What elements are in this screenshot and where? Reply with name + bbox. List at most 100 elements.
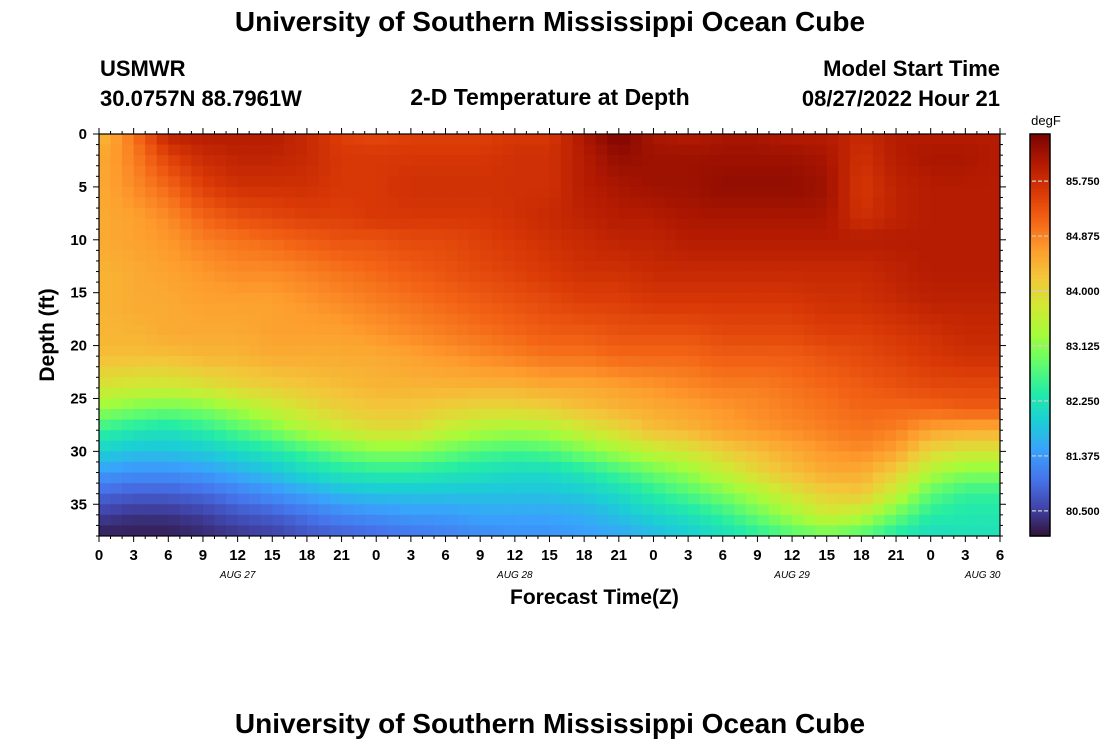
heatmap-cell: [364, 208, 377, 220]
heatmap-cell: [711, 377, 724, 389]
heatmap-cell: [549, 313, 562, 326]
heatmap-cell: [503, 335, 516, 347]
heatmap-cell: [318, 440, 331, 452]
heatmap-cell: [133, 335, 146, 347]
heatmap-cell: [584, 165, 597, 177]
heatmap-cell: [99, 387, 112, 400]
heatmap-cell: [942, 186, 955, 199]
heatmap-cell: [965, 483, 978, 495]
heatmap-cell: [353, 356, 366, 368]
heatmap-cell: [630, 186, 643, 199]
heatmap-cell: [618, 218, 631, 230]
heatmap-cell: [965, 229, 978, 241]
heatmap-cell: [572, 335, 585, 347]
heatmap-cell: [283, 345, 296, 357]
heatmap-cell: [745, 504, 759, 516]
heatmap-cell: [653, 409, 666, 421]
heatmap-cell: [457, 313, 470, 326]
heatmap-cell: [907, 197, 920, 209]
heatmap-cell: [283, 356, 296, 368]
heatmap-cell: [688, 461, 701, 474]
heatmap-cell: [919, 292, 932, 304]
heatmap-cell: [861, 356, 874, 368]
heatmap-cell: [988, 144, 1000, 156]
colorbar-band: [1030, 164, 1050, 168]
heatmap-cell: [676, 419, 689, 431]
heatmap-cell: [653, 144, 666, 156]
heatmap-cell: [711, 197, 724, 209]
heatmap-cell: [330, 377, 343, 389]
colorbar-band: [1030, 407, 1050, 411]
heatmap-cell: [168, 472, 181, 484]
heatmap-cell: [757, 155, 770, 167]
heatmap-cell: [480, 260, 493, 273]
heatmap-cell: [618, 282, 631, 294]
heatmap-cell: [896, 419, 909, 431]
heatmap-cell: [353, 303, 366, 315]
heatmap-cell: [641, 176, 655, 188]
heatmap-cell: [699, 472, 712, 484]
heatmap-cell: [930, 134, 943, 146]
heatmap-cell: [537, 398, 551, 410]
heatmap-cell: [676, 430, 689, 442]
heatmap-cell: [283, 303, 296, 315]
heatmap-cell: [815, 345, 828, 357]
heatmap-cell: [815, 387, 828, 400]
heatmap-cell: [168, 134, 181, 146]
heatmap-cell: [745, 282, 759, 294]
x-date-label: AUG 29: [773, 570, 810, 581]
heatmap-cell: [561, 377, 574, 389]
heatmap-cell: [537, 409, 551, 421]
heatmap-cell: [688, 229, 701, 241]
heatmap-cell: [792, 483, 805, 495]
heatmap-cell: [988, 165, 1000, 177]
heatmap-cell: [757, 504, 770, 516]
heatmap-cell: [976, 409, 990, 421]
heatmap-cell: [884, 440, 897, 452]
heatmap-cell: [919, 504, 932, 516]
heatmap-cell: [445, 419, 458, 431]
heatmap-cell: [942, 451, 955, 463]
heatmap-cell: [433, 292, 447, 304]
heatmap-cell: [99, 176, 112, 188]
heatmap-cell: [99, 282, 112, 294]
heatmap-cell: [676, 345, 689, 357]
heatmap-cell: [549, 504, 562, 516]
heatmap-cell: [653, 250, 666, 262]
heatmap-cell: [711, 250, 724, 262]
heatmap-cell: [653, 218, 666, 230]
heatmap-cell: [537, 461, 551, 474]
heatmap-cell: [838, 303, 851, 315]
heatmap-cell: [318, 356, 331, 368]
heatmap-cell: [445, 218, 458, 230]
heatmap-cell: [734, 377, 747, 389]
heatmap-cell: [353, 525, 366, 536]
heatmap-cell: [99, 377, 112, 389]
heatmap-cell: [99, 229, 112, 241]
heatmap-cell: [815, 419, 828, 431]
heatmap-cell: [618, 514, 631, 527]
page-title: University of Southern Mississippi Ocean…: [234, 6, 866, 37]
heatmap-cell: [272, 504, 285, 516]
heatmap-cell: [861, 409, 874, 421]
heatmap-cell: [745, 440, 759, 452]
heatmap-cell: [330, 461, 343, 474]
heatmap-cell: [584, 440, 597, 452]
heatmap-cell: [896, 250, 909, 262]
heatmap-cell: [376, 176, 389, 188]
heatmap-cell: [168, 313, 181, 326]
heatmap-cell: [618, 292, 631, 304]
heatmap-cell: [214, 134, 227, 146]
heatmap-cell: [872, 144, 886, 156]
heatmap-cell: [202, 271, 216, 283]
heatmap-cell: [491, 356, 504, 368]
heatmap-cell: [826, 387, 839, 400]
heatmap-cell: [272, 155, 285, 167]
heatmap-cell: [353, 504, 366, 516]
heatmap-cell: [884, 144, 897, 156]
heatmap-cell: [641, 504, 655, 516]
heatmap-cell: [410, 292, 424, 304]
heatmap-cell: [399, 313, 412, 326]
heatmap-cell: [445, 176, 458, 188]
heatmap-cell: [168, 229, 181, 241]
